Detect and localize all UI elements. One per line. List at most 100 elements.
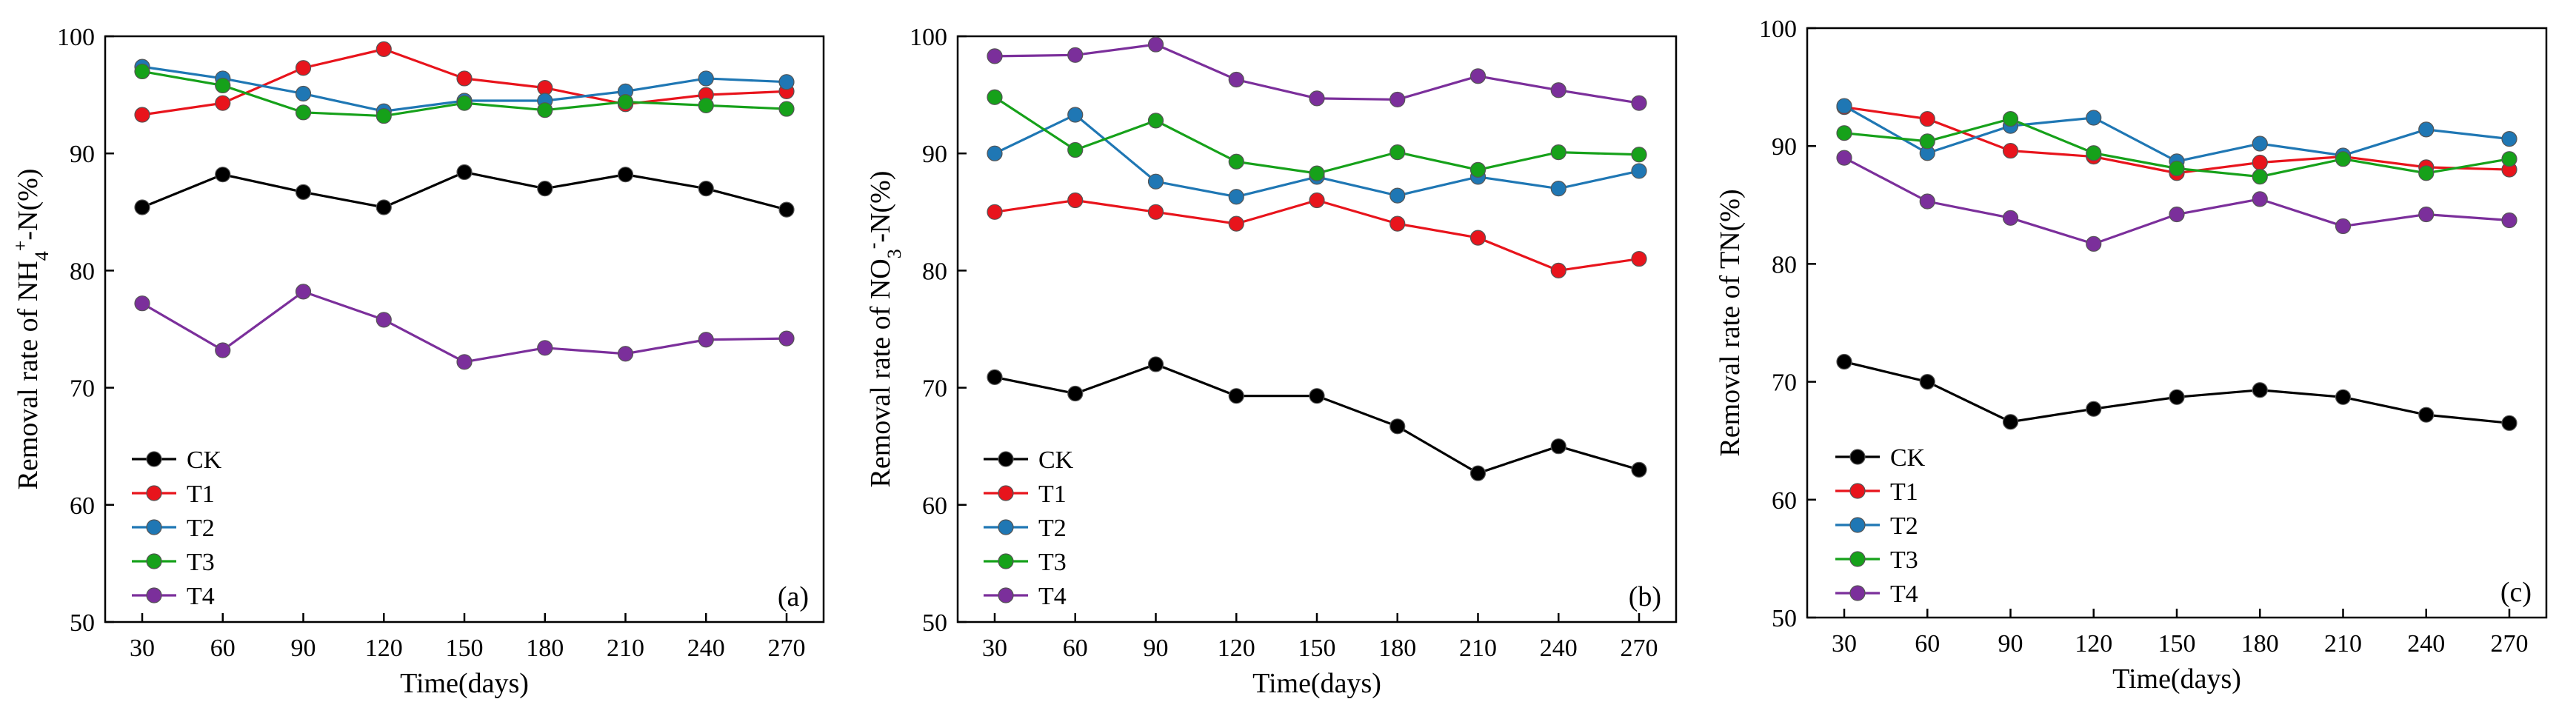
x-tick-label: 210 (1459, 635, 1497, 662)
x-tick-label: 210 (2324, 630, 2362, 658)
data-point-t1 (295, 60, 312, 76)
data-point-t3 (2252, 168, 2268, 185)
x-tick-label: 180 (2241, 630, 2279, 658)
legend: CK T1 T2 T3 T4 (1835, 444, 1926, 608)
data-point-t4 (1550, 82, 1566, 98)
legend: CK T1 T2 T3 T4 (132, 447, 222, 610)
x-tick-label: 120 (2075, 630, 2112, 658)
series-ck (987, 356, 1647, 481)
legend-label-t4: T4 (1038, 583, 1067, 610)
data-point-t3 (2335, 151, 2352, 167)
legend-marker-ck (146, 451, 162, 467)
data-point-ck (778, 201, 795, 218)
legend-marker-t3 (1849, 551, 1866, 567)
legend-marker-t4 (998, 587, 1014, 603)
data-point-t2 (1836, 98, 1852, 114)
data-point-t4 (617, 346, 634, 362)
legend-label-t3: T3 (187, 549, 215, 576)
x-tick-label: 270 (1621, 635, 1658, 662)
data-point-t3 (1836, 125, 1852, 141)
x-axis-label: Time(days) (2112, 663, 2241, 695)
data-point-t3 (778, 101, 795, 117)
series-line-t4 (141, 290, 787, 364)
data-point-t2 (2086, 110, 2102, 126)
data-point-ck (1550, 438, 1566, 455)
legend-marker-ck (998, 451, 1014, 467)
data-point-t4 (1919, 193, 1935, 210)
x-tick-label: 240 (687, 635, 725, 662)
y-label-subscript: 3 (884, 249, 905, 258)
x-tick-label: 90 (1144, 635, 1169, 662)
data-point-ck (2169, 389, 2185, 405)
chart-panel-a: 50 60 70 80 90 100 30 60 90 120 150 180 210 240 270 Tim… (10, 24, 825, 699)
y-axis-label: Removal rate of NO3--N(%) (862, 171, 905, 488)
data-point-t3 (295, 104, 312, 121)
y-axis-label: Removal rate of TN(%) (1715, 189, 1746, 456)
data-point-ck (295, 184, 312, 201)
data-point-t2 (1147, 173, 1164, 190)
legend-label-ck: CK (1890, 444, 1926, 472)
data-point-t4 (2086, 235, 2102, 252)
data-point-t2 (1067, 107, 1084, 123)
data-point-ck (1389, 418, 1406, 435)
data-point-ck (376, 199, 392, 215)
legend-label-ck: CK (187, 447, 222, 474)
y-tick-label: 50 (1772, 605, 1797, 632)
data-point-t4 (1228, 71, 1244, 88)
data-point-t3 (456, 95, 473, 111)
y-tick-label: 80 (922, 258, 947, 285)
x-tick-label: 240 (1540, 635, 1578, 662)
data-point-t4 (134, 295, 150, 312)
series-t3 (987, 89, 1647, 181)
data-point-t1 (1469, 230, 1486, 246)
data-point-ck (1631, 461, 1647, 478)
data-point-t4 (2418, 206, 2435, 223)
y-tick-label: 100 (910, 24, 947, 51)
legend-label-t4: T4 (187, 583, 215, 610)
data-point-t3 (2002, 110, 2019, 127)
data-point-t4 (778, 330, 795, 347)
legend-marker-t1 (146, 485, 162, 501)
legend-marker-t2 (998, 519, 1014, 535)
data-point-ck (1147, 356, 1164, 372)
data-point-t3 (1067, 141, 1084, 158)
y-tick-label: 70 (1772, 369, 1797, 397)
y-label-superscript: - (862, 243, 884, 250)
data-point-t1 (1309, 192, 1325, 209)
chart-panel-b: 50 60 70 80 90 100 30 60 90 120 150 180 210 240 270 Tim… (862, 24, 1678, 699)
data-point-t3 (1309, 165, 1325, 181)
x-tick-label: 30 (1832, 630, 1857, 658)
legend-label-ck: CK (1038, 447, 1074, 474)
data-point-t4 (2169, 206, 2185, 223)
data-point-ck (1919, 373, 1935, 390)
data-point-t4 (1147, 36, 1164, 53)
x-tick-label: 150 (2158, 630, 2196, 658)
data-point-t2 (1631, 163, 1647, 179)
legend-marker-t4 (146, 587, 162, 603)
data-point-t4 (2335, 218, 2352, 235)
panel-label: (b) (1629, 581, 1661, 612)
data-point-t1 (1228, 215, 1244, 232)
data-point-t4 (215, 342, 231, 358)
y-tick-label: 100 (1759, 16, 1797, 43)
data-point-t4 (376, 312, 392, 328)
legend-marker-t3 (146, 553, 162, 569)
series-line-ck (994, 363, 1640, 475)
data-point-t4 (2252, 191, 2268, 207)
legend-label-t2: T2 (1890, 512, 1918, 540)
data-point-t3 (2418, 165, 2435, 181)
data-point-t4 (456, 354, 473, 370)
data-point-t1 (1550, 262, 1566, 278)
x-tick-label: 120 (365, 635, 403, 662)
y-label-superscript: + (10, 241, 31, 252)
x-tick-label: 60 (1063, 635, 1088, 662)
legend-marker-t1 (1849, 483, 1866, 499)
legend-marker-t1 (998, 485, 1014, 501)
legend-label-t1: T1 (1890, 478, 1918, 506)
data-point-t1 (376, 41, 392, 58)
x-tick-label: 270 (2491, 630, 2529, 658)
data-point-t3 (1919, 133, 1935, 150)
data-point-t4 (2501, 212, 2517, 229)
data-point-t3 (1147, 113, 1164, 129)
y-tick-label: 60 (1772, 487, 1797, 515)
